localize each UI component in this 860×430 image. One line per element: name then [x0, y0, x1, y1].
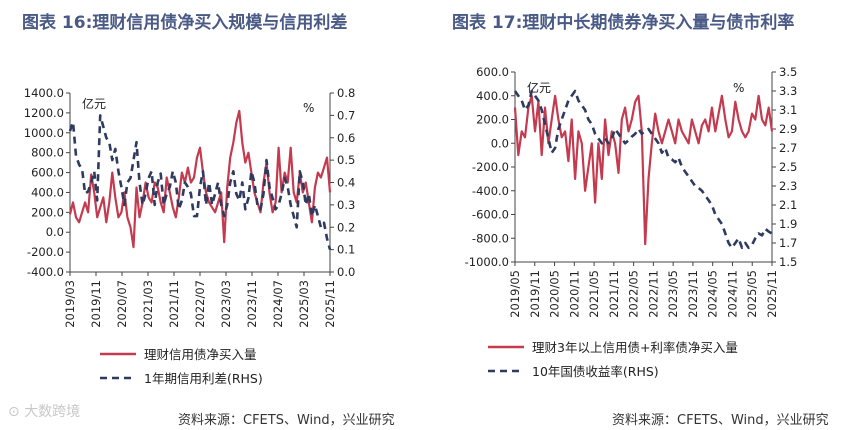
y-tick-label-left: -400.0 — [472, 184, 509, 198]
x-tick-label: 2024/07 — [271, 280, 285, 328]
y-tick-label-left: 200.0 — [31, 205, 64, 219]
y-tick-label-left: -200.0 — [27, 245, 64, 259]
y-tick-label-right: 1.7 — [779, 236, 797, 250]
y-tick-label-left: -600.0 — [472, 208, 509, 222]
x-tick-label: 2019/05 — [508, 270, 522, 318]
x-tick-label: 2021/11 — [167, 280, 181, 328]
y-tick-label-right: 0.5 — [337, 153, 355, 167]
x-tick-label: 2021/05 — [587, 270, 601, 318]
y-tick-label-left: 1200.0 — [24, 106, 64, 120]
y-tick-label-left: -400.0 — [27, 265, 64, 279]
y-tick-label-left: 600.0 — [476, 65, 509, 79]
y-tick-label-right: 1.9 — [779, 217, 797, 231]
series-line-1 — [68, 109, 332, 249]
x-tick-label: 2020/05 — [548, 270, 562, 318]
y-tick-label-right: 0.4 — [337, 176, 355, 190]
watermark-logo: ⊙ 大数跨境 — [8, 404, 81, 420]
y-tick-label-left: 0.0 — [491, 136, 509, 150]
x-tick-label: 2020/11 — [567, 270, 581, 318]
source-note: 资料来源：CFETS、Wind，兴业研究 — [178, 413, 395, 428]
legend-label: 理财信用债净买入量 — [144, 347, 257, 362]
series-line-2 — [68, 114, 332, 250]
y-tick-label-left: 1000.0 — [24, 126, 64, 140]
y-tick-label-right: 3.1 — [779, 103, 797, 117]
x-tick-label: 2019/03 — [63, 280, 77, 328]
y-tick-label-right: 0.8 — [337, 86, 355, 100]
x-tick-label: 2023/11 — [686, 270, 700, 318]
y-tick-label-left: 600.0 — [31, 166, 64, 180]
x-tick-label: 2025/05 — [745, 270, 759, 318]
x-tick-label: 2025/11 — [323, 280, 337, 328]
legend-label: 理财3年以上信用债+利率债净买入量 — [532, 340, 738, 355]
y-tick-label-left: 400.0 — [476, 89, 509, 103]
y-tick-label-right: 2.1 — [779, 198, 797, 212]
x-tick-label: 2019/11 — [528, 270, 542, 318]
y-tick-label-right: 0.7 — [337, 108, 355, 122]
y-tick-label-left: -800.0 — [472, 231, 509, 245]
y-tick-label-left: 0.0 — [46, 225, 64, 239]
y-tick-label-right: 2.5 — [779, 160, 797, 174]
x-tick-label: 2023/11 — [245, 280, 259, 328]
y-tick-label-right: 3.3 — [779, 84, 797, 98]
y-tick-label-left: -1000.0 — [465, 255, 509, 269]
y-tick-label-right: 2.3 — [779, 179, 797, 193]
legend-label: 10年国债收益率(RHS) — [532, 364, 659, 379]
y-tick-label-right: 2.9 — [779, 122, 797, 136]
series-line-2 — [513, 89, 773, 250]
x-tick-label: 2021/11 — [607, 270, 621, 318]
y-tick-label-left: 200.0 — [476, 113, 509, 127]
y-tick-label-right: 3.5 — [779, 65, 797, 79]
x-tick-label: 2024/05 — [706, 270, 720, 318]
x-tick-label: 2019/11 — [89, 280, 103, 328]
left-axis-unit: 亿元 — [527, 80, 551, 95]
left-axis-unit: 亿元 — [82, 96, 106, 111]
chart-title: 图表 17:理财中长期债券净买入量与债市利率 — [452, 13, 795, 33]
chart-panel-2: -1000.0 -800.0 -600.0 -400.0 -200.0 0.0 200.0 4… — [465, 65, 798, 379]
legend-label: 1年期信用利差(RHS) — [144, 371, 263, 386]
source-note: 资料来源：CFETS、Wind，兴业研究 — [612, 413, 829, 428]
x-tick-label: 2024/11 — [725, 270, 739, 318]
x-tick-label: 2021/03 — [141, 280, 155, 328]
watermark-text: 大数跨境 — [24, 404, 81, 420]
right-axis-unit: % — [733, 81, 744, 95]
x-tick-label: 2023/03 — [219, 280, 233, 328]
y-tick-label-right: 0.3 — [337, 198, 355, 212]
y-tick-label-left: 400.0 — [31, 185, 64, 199]
y-tick-label-right: 0.2 — [337, 220, 355, 234]
x-tick-label: 2023/05 — [666, 270, 680, 318]
y-tick-label-left: 800.0 — [31, 146, 64, 160]
x-tick-label: 2025/11 — [765, 270, 779, 318]
y-tick-label-left: 1400.0 — [24, 86, 64, 100]
y-tick-label-right: 0.1 — [337, 243, 355, 257]
chart-title: 图表 16:理财信用债净买入规模与信用利差 — [22, 13, 348, 33]
x-tick-label: 2022/05 — [627, 270, 641, 318]
chart-panel-1: -400.0 -200.0 0.0 200.0 400.0 600.0 800.0 1000.… — [24, 86, 356, 386]
x-tick-label: 2025/03 — [297, 280, 311, 328]
x-tick-label: 2022/07 — [193, 280, 207, 328]
y-tick-label-right: 0.6 — [337, 131, 355, 145]
x-tick-label: 2020/07 — [115, 280, 129, 328]
y-tick-label-right: 1.5 — [779, 255, 797, 269]
series-line-1 — [513, 94, 774, 246]
y-tick-label-right: 0.0 — [337, 265, 355, 279]
y-tick-label-right: 2.7 — [779, 141, 797, 155]
right-axis-unit: % — [303, 101, 314, 115]
y-tick-label-left: -200.0 — [472, 160, 509, 174]
x-tick-label: 2022/11 — [646, 270, 660, 318]
